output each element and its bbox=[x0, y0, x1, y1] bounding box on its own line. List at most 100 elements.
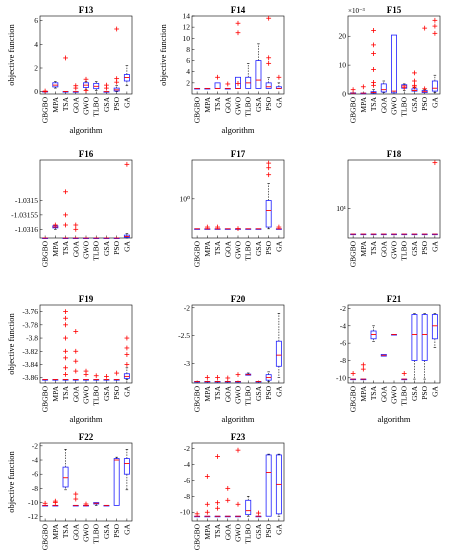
x-tick-label: GA bbox=[122, 523, 131, 534]
y-axis-label: objective function bbox=[158, 23, 168, 85]
x-tick-label: TSA bbox=[213, 96, 222, 111]
x-tick-label: TSA bbox=[61, 240, 70, 255]
outlier-marker bbox=[73, 226, 79, 232]
x-tick-label: GWO bbox=[234, 240, 243, 258]
x-tick-label: TLBO bbox=[92, 385, 101, 405]
outlier-marker bbox=[124, 352, 130, 357]
x-axis-label: algorithm bbox=[221, 125, 254, 135]
outlier-marker bbox=[432, 160, 438, 166]
iqr-box bbox=[431, 80, 438, 92]
x-tick-label: TSA bbox=[213, 385, 222, 400]
x-tick-label: MPA bbox=[51, 385, 60, 401]
outlier-marker bbox=[83, 501, 89, 507]
y-tick-label: -6 bbox=[184, 476, 190, 485]
iqr-box bbox=[265, 454, 272, 517]
iqr-box bbox=[421, 314, 428, 361]
outlier-marker bbox=[63, 309, 68, 315]
outlier-marker bbox=[83, 76, 89, 82]
x-axis-label: algorithm bbox=[69, 414, 102, 424]
y-tick-label: -3.76 bbox=[22, 307, 38, 316]
iqr-box bbox=[245, 499, 252, 516]
y-tick-label: -10 bbox=[336, 373, 346, 382]
iqr-box bbox=[113, 458, 120, 506]
x-tick-label: GSA bbox=[254, 240, 263, 256]
outlier-marker bbox=[235, 372, 241, 378]
x-tick-label: GBGBO bbox=[349, 240, 358, 267]
x-tick-label: MPA bbox=[51, 240, 60, 256]
x-tick-label: GBGBO bbox=[349, 385, 358, 412]
outlier-marker bbox=[276, 74, 282, 80]
x-axis-label: algorithm bbox=[377, 414, 410, 424]
outlier-marker bbox=[350, 371, 356, 376]
outlier-marker bbox=[256, 510, 261, 516]
x-tick-label: GWO bbox=[234, 96, 243, 114]
panel-f18: F18 10¹ GBGBO MPA TSA GOA GWO TLBO GSA PSO GA bbox=[336, 149, 441, 267]
outlier-marker bbox=[83, 372, 89, 377]
outlier-marker bbox=[371, 42, 376, 48]
x-tick-label: PSO bbox=[420, 385, 429, 399]
x-tick-label: GOA bbox=[379, 240, 388, 257]
panel-title: F20 bbox=[231, 294, 246, 304]
panel-title: F18 bbox=[387, 149, 402, 159]
outlier-marker bbox=[422, 25, 428, 31]
iqr-box bbox=[380, 83, 387, 93]
outlier-marker bbox=[63, 315, 68, 321]
outlier-marker bbox=[266, 15, 272, 21]
x-tick-label: GWO bbox=[390, 96, 399, 114]
panel-title: F17 bbox=[231, 149, 246, 159]
outlier-marker bbox=[73, 368, 79, 374]
outlier-marker bbox=[360, 84, 366, 90]
x-tick-label: TLBO bbox=[244, 96, 253, 116]
outlier-marker bbox=[371, 51, 376, 56]
y-axis-label: objective function bbox=[6, 312, 16, 374]
x-tick-label: PSO bbox=[112, 523, 121, 537]
outlier-marker bbox=[266, 172, 272, 178]
y-tick-label: 14 bbox=[183, 12, 191, 21]
x-tick-label: TSA bbox=[213, 523, 222, 538]
x-tick-label: TSA bbox=[61, 523, 70, 538]
x-tick-label: GSA bbox=[102, 523, 111, 539]
x-tick-label: GSA bbox=[254, 96, 263, 112]
outlier-marker bbox=[73, 329, 79, 334]
x-tick-label: TSA bbox=[213, 240, 222, 255]
y-tick-label: -1.03155 bbox=[11, 210, 38, 219]
x-tick-label: TLBO bbox=[244, 240, 253, 260]
outlier-marker bbox=[93, 373, 99, 379]
outlier-marker bbox=[63, 348, 68, 354]
x-axis-label: algorithm bbox=[221, 414, 254, 424]
axes-frame bbox=[191, 304, 285, 384]
axes-frame bbox=[347, 304, 441, 384]
outlier-marker bbox=[204, 474, 210, 479]
outlier-marker bbox=[124, 161, 130, 167]
outlier-marker bbox=[83, 88, 89, 93]
x-axis-label: algorithm bbox=[69, 125, 102, 135]
outlier-marker bbox=[225, 497, 231, 503]
outlier-marker bbox=[215, 375, 220, 380]
x-tick-label: GSA bbox=[254, 523, 263, 539]
y-tick-label: -8 bbox=[32, 484, 38, 493]
outlier-marker bbox=[235, 20, 241, 26]
x-tick-label: GOA bbox=[71, 240, 80, 257]
outlier-marker bbox=[371, 67, 376, 72]
y-tick-label: -3.78 bbox=[22, 320, 38, 329]
y-tick-label: 0 bbox=[34, 87, 38, 96]
y-tick-label: 6 bbox=[186, 56, 190, 65]
x-tick-label: GWO bbox=[82, 96, 91, 114]
outlier-marker bbox=[432, 23, 438, 29]
outlier-marker bbox=[432, 17, 438, 23]
outlier-marker bbox=[422, 86, 428, 92]
x-tick-label: GOA bbox=[379, 96, 388, 113]
y-tick-label: -8 bbox=[184, 492, 190, 501]
outlier-marker bbox=[276, 224, 282, 230]
outlier-marker bbox=[215, 74, 220, 80]
outlier-marker bbox=[401, 371, 407, 376]
x-tick-label: TSA bbox=[61, 96, 70, 111]
outlier-marker bbox=[235, 30, 241, 36]
iqr-box bbox=[214, 82, 221, 89]
iqr-box bbox=[275, 340, 282, 367]
y-tick-label: -10 bbox=[28, 498, 38, 507]
x-tick-label: GBGBO bbox=[193, 523, 202, 550]
outlier-marker bbox=[73, 222, 79, 228]
y-tick-label: -10 bbox=[180, 508, 190, 517]
